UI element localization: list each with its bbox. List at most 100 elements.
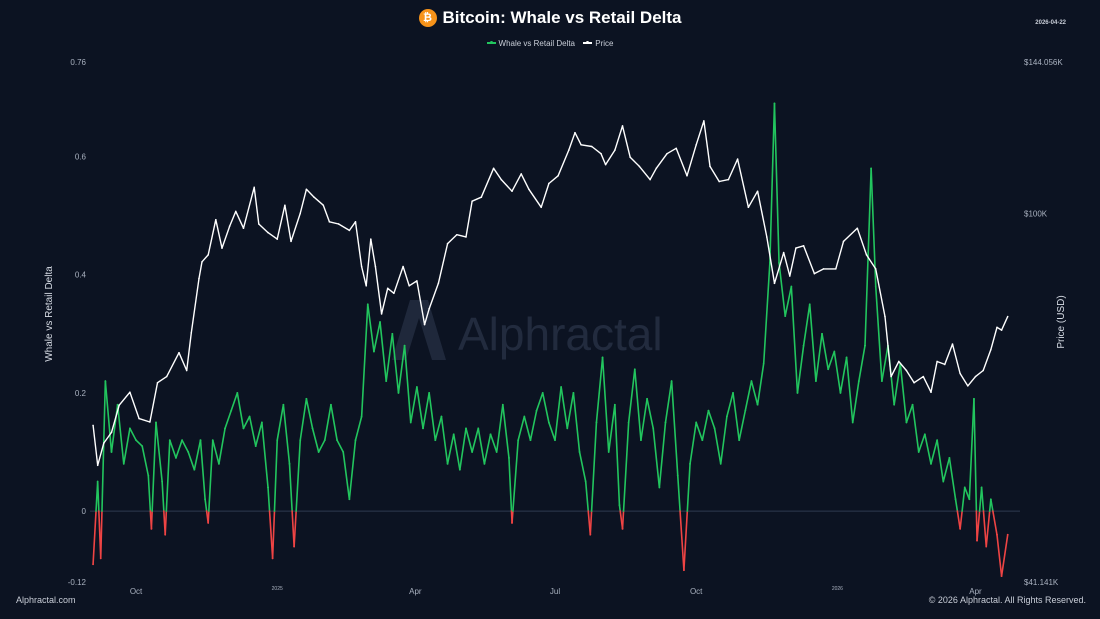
delta-point (833, 350, 836, 353)
legend-item-delta[interactable]: Whale vs Retail Delta (486, 39, 575, 48)
price-point (492, 167, 495, 170)
delta-line-segment (207, 510, 210, 524)
delta-line-segment (968, 398, 975, 501)
delta-line-segment (590, 421, 598, 512)
delta-point (996, 533, 998, 536)
price-point (276, 238, 279, 240)
delta-point (379, 321, 381, 323)
delta-point (409, 421, 412, 424)
delta-point (756, 403, 759, 406)
delta-line-segment (342, 451, 351, 501)
delta-point (954, 498, 957, 501)
delta-line-segment (199, 439, 206, 501)
delta-point (122, 462, 125, 465)
delta-line-segment (293, 510, 297, 548)
delta-point (790, 285, 793, 288)
delta-point (942, 480, 945, 483)
price-point (604, 163, 607, 166)
delta-point (762, 362, 765, 365)
price-point (207, 254, 209, 256)
price-point (709, 165, 711, 168)
delta-line-segment (595, 356, 604, 424)
delta-point (311, 427, 314, 430)
price-point (842, 240, 845, 243)
delta-point (738, 439, 741, 442)
delta-point (523, 415, 526, 418)
delta-point (529, 439, 532, 442)
delta-line-segment (614, 403, 621, 506)
delta-line-segment (502, 403, 510, 459)
x-tick-label: Jul (550, 587, 560, 596)
delta-point (175, 457, 177, 459)
delta-line-segment (980, 486, 985, 512)
delta-line-segment (679, 510, 685, 571)
delta-point (116, 403, 119, 406)
delta-line-segment (242, 415, 251, 430)
delta-line-segment (261, 421, 269, 489)
price-point (580, 143, 582, 146)
x-tick-label: Oct (690, 587, 703, 596)
delta-line-segment (175, 439, 183, 459)
delta-point (271, 557, 274, 560)
price-point (802, 245, 805, 247)
delta-point (354, 439, 357, 442)
delta-point (164, 533, 167, 536)
delta-point (155, 421, 157, 424)
date-stamp: 2026-04-22 (1035, 20, 1066, 26)
delta-point (211, 439, 214, 442)
price-point (96, 464, 99, 467)
delta-point (471, 451, 474, 453)
delta-point (607, 451, 610, 453)
delta-point (732, 392, 734, 394)
delta-line-segment (756, 362, 765, 406)
y-left-axis-label: Whale vs Retail Delta (44, 266, 55, 362)
delta-point (618, 504, 621, 507)
axes: 0.76 0.6 0.4 0.2 0 -0.12 $144.056K $100K $41.141… (44, 58, 1067, 596)
delta-point (267, 486, 269, 489)
delta-line-segment (416, 386, 424, 430)
delta-line-segment (92, 510, 97, 566)
delta-point (864, 344, 866, 347)
price-point (446, 242, 449, 245)
delta-line-segment (726, 392, 734, 418)
delta-line-segment (161, 480, 165, 512)
delta-line-segment (305, 398, 314, 430)
delta-point (415, 386, 418, 388)
delta-point (985, 545, 988, 548)
delta-line-segment (508, 457, 513, 512)
price-point (221, 247, 223, 249)
delta-line-segment (982, 510, 988, 548)
delta-line-segment (948, 457, 957, 501)
legend-label-delta: Whale vs Retail Delta (498, 39, 575, 48)
delta-line-segment (311, 427, 320, 453)
delta-line-segment (150, 510, 153, 530)
delta-line-segment (707, 409, 716, 430)
price-point (149, 421, 151, 423)
delta-line-segment (208, 439, 214, 512)
price-point (600, 152, 602, 155)
price-point (234, 210, 237, 213)
price-point (655, 167, 658, 170)
price-point (465, 236, 467, 238)
delta-point (589, 533, 592, 536)
delta-point (535, 409, 538, 412)
delta-line-segment (348, 439, 357, 501)
y-left-tick-label: -0.12 (68, 578, 87, 587)
legend-item-price[interactable]: Price (583, 39, 613, 48)
delta-point (489, 433, 492, 436)
delta-line-segment (881, 344, 889, 382)
delta-point (701, 439, 704, 442)
delta-line-segment (976, 510, 981, 542)
price-point (540, 206, 542, 209)
y-right-axis-label: Price (USD) (1056, 295, 1067, 348)
price-point (897, 360, 900, 363)
price-point (103, 442, 105, 444)
delta-point (633, 368, 636, 371)
delta-line-segment (601, 356, 610, 453)
price-point (110, 431, 113, 434)
delta-point (658, 486, 661, 489)
price-point (747, 206, 750, 209)
delta-point (110, 451, 113, 453)
price-point (118, 404, 120, 406)
delta-line-segment (141, 445, 150, 477)
